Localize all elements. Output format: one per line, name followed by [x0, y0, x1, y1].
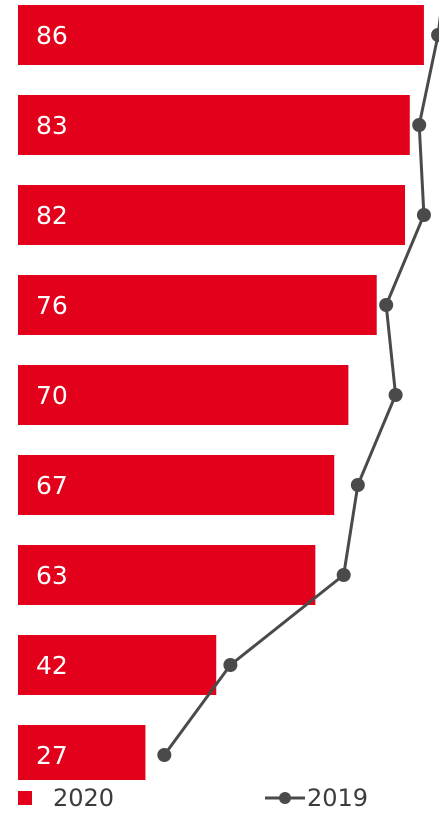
- bar-2020-5: [18, 455, 335, 515]
- bar-value-label-5: 67: [36, 471, 68, 500]
- point-2019-2: [416, 208, 431, 222]
- point-2019-7: [223, 658, 238, 672]
- bar-value-label-0: 86: [36, 21, 68, 50]
- bar-2020-8: [18, 725, 146, 780]
- bar-2020-6: [18, 545, 316, 605]
- line-2019: [157, 15, 439, 762]
- legend-label-2019: 2019: [307, 784, 369, 812]
- bars-2020: 86 83 82 76 70 67 63 42 27: [18, 5, 424, 780]
- point-2019-0: [431, 28, 439, 42]
- bar-2020-3: [18, 275, 377, 335]
- bar-value-label-6: 63: [36, 561, 68, 590]
- bar-value-label-2: 82: [36, 201, 68, 230]
- bar-2020-4: [18, 365, 349, 425]
- legend-swatch-2020: [18, 791, 32, 805]
- bar-2020-1: [18, 95, 410, 155]
- bar-2020-2: [18, 185, 406, 245]
- bar-value-label-1: 83: [36, 111, 68, 140]
- point-2019-1: [412, 118, 427, 132]
- legend-line-marker-2019: [265, 792, 305, 804]
- bar-value-label-4: 70: [36, 381, 68, 410]
- legend-item-2020: 2020: [18, 783, 114, 813]
- bar-value-label-8: 27: [36, 741, 68, 770]
- point-2019-8: [157, 748, 172, 762]
- point-2019-4: [388, 388, 403, 402]
- legend-label-2020: 2020: [53, 784, 115, 812]
- bar-2020-7: [18, 635, 217, 695]
- chart: 86 83 82 76 70 67 63 42 27: [18, 5, 439, 780]
- line-2019-path: [163, 15, 439, 756]
- bar-value-label-3: 76: [36, 291, 68, 320]
- point-2019-5: [350, 478, 365, 492]
- point-2019-3: [379, 298, 394, 312]
- legend-item-2019: 2019: [265, 783, 368, 813]
- bar-value-label-7: 42: [36, 651, 68, 680]
- bar-2020-0: [18, 5, 424, 65]
- point-2019-6: [336, 568, 351, 582]
